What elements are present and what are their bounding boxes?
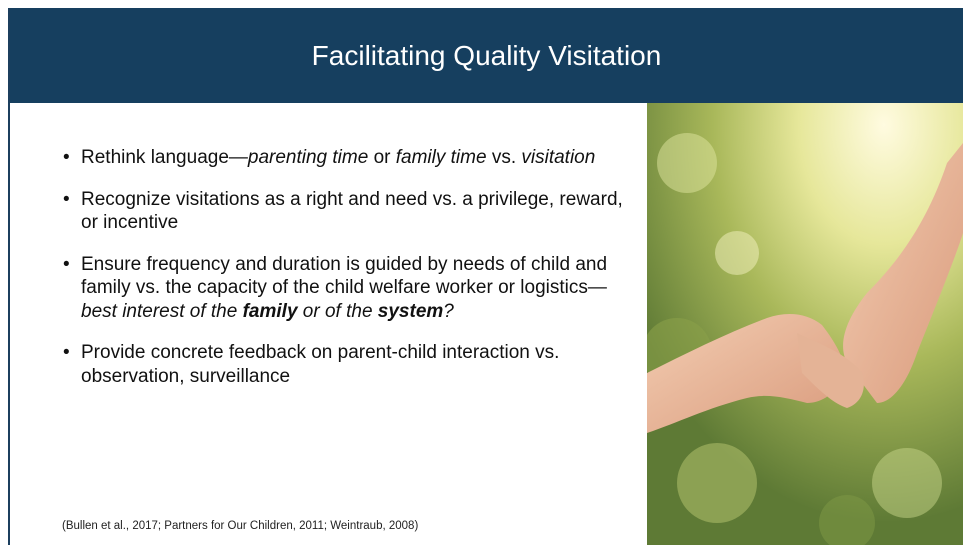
bullet-text: best interest of the <box>81 301 243 322</box>
bullet-text: system <box>378 301 444 322</box>
bullet: Rethink language—parenting time or famil… <box>81 146 639 170</box>
slide: Facilitating Quality Visitation Rethink … <box>8 8 963 545</box>
bullet-text: vs. <box>487 147 522 168</box>
citation: (Bullen et al., 2017; Partners for Our C… <box>62 520 418 532</box>
bullet-text: or of the <box>298 301 378 322</box>
bullet-list: Rethink language—parenting time or famil… <box>63 146 639 406</box>
bullet-text: ? <box>443 301 454 322</box>
bullet-text: family <box>243 301 298 322</box>
bullet-text: Recognize visitations as a right and nee… <box>81 189 623 234</box>
bullet-text: Ensure frequency and duration is guided … <box>81 254 607 299</box>
bullet-text: Rethink language— <box>81 147 248 168</box>
bullet-text: visitation <box>521 147 595 168</box>
bullet-text: family time <box>396 147 487 168</box>
bullet-text: or <box>368 147 395 168</box>
bullet: Provide concrete feedback on parent-chil… <box>81 341 639 388</box>
bullet-text: Provide concrete feedback on parent-chil… <box>81 342 559 387</box>
bullet-text: parenting time <box>248 147 368 168</box>
page: {"header": {"title": "Facilitating Quali… <box>0 0 963 545</box>
slide-title: Facilitating Quality Visitation <box>10 39 963 73</box>
photo <box>647 103 963 545</box>
bullet: Ensure frequency and duration is guided … <box>81 253 639 324</box>
header-bar: Facilitating Quality Visitation <box>10 8 963 103</box>
bullet: Recognize visitations as a right and nee… <box>81 188 639 235</box>
